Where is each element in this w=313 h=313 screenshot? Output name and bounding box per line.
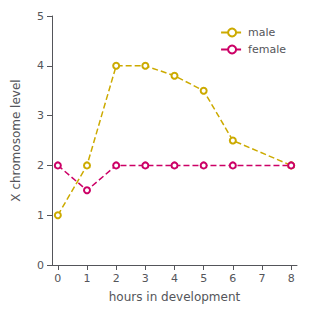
svg-text:2: 2 [37,159,44,172]
svg-text:0: 0 [37,259,44,272]
svg-text:male: male [248,26,276,39]
svg-text:3: 3 [142,272,149,285]
svg-text:4: 4 [37,59,44,72]
svg-text:female: female [248,43,286,56]
svg-text:5: 5 [200,272,207,285]
svg-text:8: 8 [288,272,295,285]
svg-text:1: 1 [37,209,44,222]
svg-text:5: 5 [37,10,44,23]
svg-text:6: 6 [229,272,236,285]
svg-text:0: 0 [54,272,61,285]
svg-text:X chromosome level: X chromosome level [9,79,23,201]
svg-text:7: 7 [259,272,266,285]
svg-text:2: 2 [113,272,120,285]
svg-text:1: 1 [84,272,91,285]
svg-text:4: 4 [171,272,178,285]
svg-text:3: 3 [37,109,44,122]
svg-text:hours in development: hours in development [109,290,241,304]
